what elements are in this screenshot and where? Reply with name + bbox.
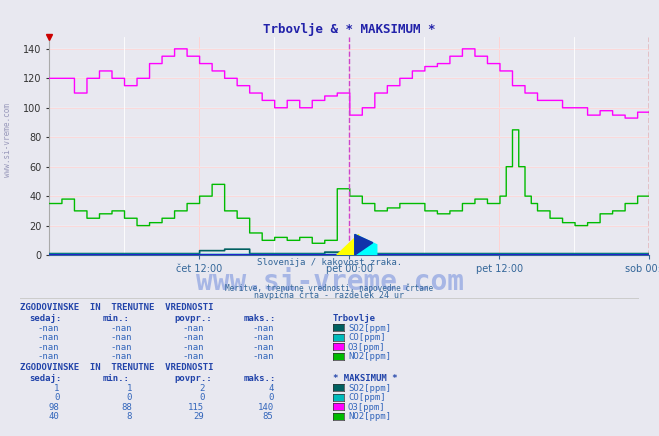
Text: -nan: -nan <box>252 324 273 333</box>
Text: 115: 115 <box>188 403 204 412</box>
Text: navpična črta - razdelek 24 ur: navpična črta - razdelek 24 ur <box>254 291 405 300</box>
Text: -nan: -nan <box>110 343 132 352</box>
Text: www.si-vreme.com: www.si-vreme.com <box>196 268 463 296</box>
Text: -nan: -nan <box>38 352 59 361</box>
Text: -nan: -nan <box>110 352 132 361</box>
Text: -nan: -nan <box>252 352 273 361</box>
Text: sedaj:: sedaj: <box>30 374 62 383</box>
Text: NO2[ppm]: NO2[ppm] <box>348 412 391 422</box>
Text: O3[ppm]: O3[ppm] <box>348 343 386 352</box>
Text: -nan: -nan <box>252 333 273 342</box>
Text: 4: 4 <box>268 384 273 393</box>
Polygon shape <box>355 235 377 255</box>
Text: 29: 29 <box>194 412 204 422</box>
Text: 8: 8 <box>127 412 132 422</box>
Text: -nan: -nan <box>38 343 59 352</box>
Text: 1: 1 <box>54 384 59 393</box>
Text: SO2[ppm]: SO2[ppm] <box>348 384 391 393</box>
Text: povpr.:: povpr.: <box>175 314 212 323</box>
Text: min.:: min.: <box>102 314 129 323</box>
Text: min.:: min.: <box>102 374 129 383</box>
Text: 2: 2 <box>199 384 204 393</box>
Text: * MAKSIMUM *: * MAKSIMUM * <box>333 374 397 383</box>
Text: povpr.:: povpr.: <box>175 374 212 383</box>
Text: 1: 1 <box>127 384 132 393</box>
Text: 98: 98 <box>49 403 59 412</box>
Text: Slovenija / kakovost zraka.: Slovenija / kakovost zraka. <box>257 258 402 267</box>
Text: -nan: -nan <box>183 352 204 361</box>
Text: 0: 0 <box>127 393 132 402</box>
Text: Meritve, trenutne vrednosti, napovedne črtane: Meritve, trenutne vrednosti, napovedne č… <box>225 283 434 293</box>
Text: -nan: -nan <box>183 324 204 333</box>
Text: maks.:: maks.: <box>244 314 276 323</box>
Text: 0: 0 <box>54 393 59 402</box>
Text: -nan: -nan <box>183 343 204 352</box>
Text: 88: 88 <box>121 403 132 412</box>
Text: -nan: -nan <box>183 333 204 342</box>
Text: 0: 0 <box>268 393 273 402</box>
Text: -nan: -nan <box>110 333 132 342</box>
Text: NO2[ppm]: NO2[ppm] <box>348 352 391 361</box>
Text: www.si-vreme.com: www.si-vreme.com <box>3 102 13 177</box>
Text: ZGODOVINSKE  IN  TRENUTNE  VREDNOSTI: ZGODOVINSKE IN TRENUTNE VREDNOSTI <box>20 363 214 372</box>
Text: 0: 0 <box>199 393 204 402</box>
Text: 85: 85 <box>263 412 273 422</box>
Polygon shape <box>355 235 373 255</box>
Text: ZGODOVINSKE  IN  TRENUTNE  VREDNOSTI: ZGODOVINSKE IN TRENUTNE VREDNOSTI <box>20 303 214 312</box>
Text: maks.:: maks.: <box>244 374 276 383</box>
Text: -nan: -nan <box>38 333 59 342</box>
Text: -nan: -nan <box>252 343 273 352</box>
Text: Trbovlje: Trbovlje <box>333 314 376 323</box>
Text: CO[ppm]: CO[ppm] <box>348 393 386 402</box>
Text: sedaj:: sedaj: <box>30 314 62 323</box>
Text: -nan: -nan <box>38 324 59 333</box>
Text: -nan: -nan <box>110 324 132 333</box>
Title: Trbovlje & * MAKSIMUM *: Trbovlje & * MAKSIMUM * <box>263 23 436 36</box>
Text: CO[ppm]: CO[ppm] <box>348 333 386 342</box>
Text: SO2[ppm]: SO2[ppm] <box>348 324 391 333</box>
Text: 40: 40 <box>49 412 59 422</box>
Text: O3[ppm]: O3[ppm] <box>348 403 386 412</box>
Text: 140: 140 <box>258 403 273 412</box>
Polygon shape <box>337 235 358 255</box>
